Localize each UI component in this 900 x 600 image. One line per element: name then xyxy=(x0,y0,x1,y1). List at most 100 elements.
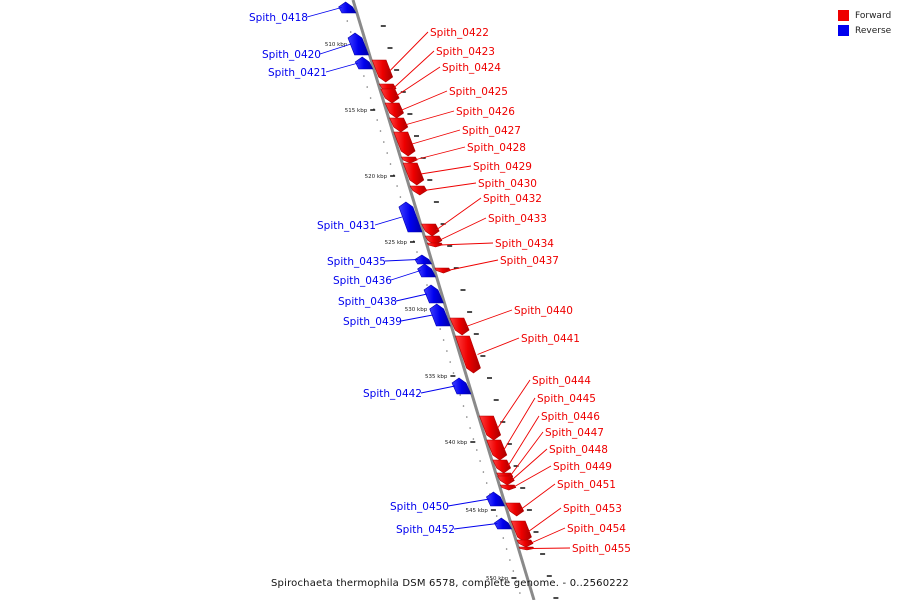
guide-dot xyxy=(519,592,521,594)
gene-label-spith-0446[interactable]: Spith_0446 xyxy=(541,411,600,423)
gene-label-spith-0447[interactable]: Spith_0447 xyxy=(545,427,604,439)
gene-label-spith-0421[interactable]: Spith_0421 xyxy=(268,67,327,79)
gene-label-spith-0422[interactable]: Spith_0422 xyxy=(430,27,489,39)
gene-block-spith-0454[interactable] xyxy=(516,539,534,548)
gene-block-spith-0431[interactable] xyxy=(398,201,423,233)
gene-block-spith-0450[interactable] xyxy=(486,491,506,507)
gene-label-spith-0432[interactable]: Spith_0432 xyxy=(483,193,542,205)
guide-dot xyxy=(485,482,488,484)
forward-swatch xyxy=(838,10,849,21)
gene-label-spith-0448[interactable]: Spith_0448 xyxy=(549,444,608,456)
gene-label-spith-0452[interactable]: Spith_0452 xyxy=(396,524,455,536)
gene-block-spith-0428[interactable] xyxy=(400,156,418,164)
gene-label-spith-0435[interactable]: Spith_0435 xyxy=(327,256,386,268)
guide-dot xyxy=(439,328,442,330)
gene-label-spith-0445[interactable]: Spith_0445 xyxy=(537,393,596,405)
gene-block-spith-0437[interactable] xyxy=(434,267,451,274)
guide-dot xyxy=(399,196,402,198)
gene-label-spith-0439[interactable]: Spith_0439 xyxy=(343,316,402,328)
gene-block-spith-0449[interactable] xyxy=(499,484,517,491)
gene-block-spith-0418[interactable] xyxy=(338,1,357,14)
gene-block-spith-0439[interactable] xyxy=(429,303,451,327)
gene-label-spith-0433[interactable]: Spith_0433 xyxy=(488,213,547,225)
gene-block-spith-0453[interactable] xyxy=(510,520,532,543)
gene-block-spith-0445[interactable] xyxy=(486,439,508,461)
gene-block-spith-0446[interactable] xyxy=(492,459,512,474)
leader-line xyxy=(453,523,498,530)
gene-label-spith-0449[interactable]: Spith_0449 xyxy=(553,461,612,473)
gene-label-spith-0455[interactable]: Spith_0455 xyxy=(572,543,631,555)
gene-label-spith-0454[interactable]: Spith_0454 xyxy=(567,523,626,535)
gene-label-spith-0423[interactable]: Spith_0423 xyxy=(436,46,495,58)
leader-line xyxy=(374,216,403,226)
kbp-tick-label: 515 kbp xyxy=(345,108,368,114)
leader-line xyxy=(520,483,556,510)
gene-label-spith-0441[interactable]: Spith_0441 xyxy=(521,333,580,345)
leader-line xyxy=(420,385,456,394)
gene-block-spith-0455[interactable] xyxy=(518,546,535,551)
gene-label-spith-0418[interactable]: Spith_0418 xyxy=(249,12,308,24)
guide-dot xyxy=(363,75,365,77)
gene-label-spith-0428[interactable]: Spith_0428 xyxy=(467,142,526,154)
leader-line xyxy=(507,415,540,467)
reverse-swatch xyxy=(838,25,849,36)
leader-line xyxy=(511,448,548,481)
gene-label-spith-0436[interactable]: Spith_0436 xyxy=(333,275,392,287)
gene-label-spith-0431[interactable]: Spith_0431 xyxy=(317,220,376,232)
guide-dot xyxy=(376,119,379,121)
gene-block-spith-0438[interactable] xyxy=(423,284,444,304)
gene-label-spith-0453[interactable]: Spith_0453 xyxy=(563,503,622,515)
leader-line xyxy=(395,293,428,302)
leader-line xyxy=(392,50,435,89)
gene-block-spith-0426[interactable] xyxy=(389,117,409,133)
legend-reverse-label: Reverse xyxy=(855,25,892,36)
gene-label-spith-0429[interactable]: Spith_0429 xyxy=(473,161,532,173)
gene-block-spith-0452[interactable] xyxy=(493,517,513,530)
gene-block-spith-0442[interactable] xyxy=(451,377,472,395)
gene-block-spith-0420[interactable] xyxy=(347,32,370,56)
genome-backbone xyxy=(351,0,536,600)
gene-labels: Spith_0418 Spith_0420 Spith_0421 Spith_0422… xyxy=(249,7,631,555)
kbp-tick-label: 520 kbp xyxy=(365,174,388,180)
gene-block-spith-0421[interactable] xyxy=(354,56,374,70)
gene-label-spith-0427[interactable]: Spith_0427 xyxy=(462,125,521,137)
gene-block-spith-0427[interactable] xyxy=(393,131,416,157)
gene-block-spith-0451[interactable] xyxy=(505,502,525,517)
gene-block-spith-0430[interactable] xyxy=(409,185,428,196)
guide-dot xyxy=(495,515,498,517)
leader-line xyxy=(306,7,342,18)
genome-caption: Spirochaeta thermophila DSM 6578, comple… xyxy=(271,578,629,589)
gene-label-spith-0444[interactable]: Spith_0444 xyxy=(532,375,591,387)
gene-block-spith-0444[interactable] xyxy=(479,415,502,441)
guide-dot xyxy=(416,251,418,253)
gene-label-spith-0434[interactable]: Spith_0434 xyxy=(495,238,554,250)
leader-line xyxy=(400,314,433,322)
gene-label-spith-0420[interactable]: Spith_0420 xyxy=(262,49,321,61)
gene-label-spith-0425[interactable]: Spith_0425 xyxy=(449,86,508,98)
gene-label-spith-0426[interactable]: Spith_0426 xyxy=(456,106,515,118)
gene-label-spith-0424[interactable]: Spith_0424 xyxy=(442,62,501,74)
leader-line xyxy=(465,309,513,327)
gene-block-spith-0440[interactable] xyxy=(449,317,470,336)
gene-block-spith-0432[interactable] xyxy=(421,223,440,237)
gene-block-spith-0441[interactable] xyxy=(454,335,481,374)
gene-block-spith-0434[interactable] xyxy=(426,242,443,248)
gene-label-spith-0438[interactable]: Spith_0438 xyxy=(338,296,397,308)
gene-label-spith-0442[interactable]: Spith_0442 xyxy=(363,388,422,400)
gene-label-spith-0450[interactable]: Spith_0450 xyxy=(390,501,449,513)
gene-block-spith-0425[interactable] xyxy=(384,102,404,119)
gene-label-spith-0437[interactable]: Spith_0437 xyxy=(500,255,559,267)
gene-block-spith-0436[interactable] xyxy=(417,263,437,278)
gene-label-spith-0430[interactable]: Spith_0430 xyxy=(478,178,537,190)
leader-line xyxy=(503,397,536,451)
gene-block-spith-0448[interactable] xyxy=(497,475,515,486)
guide-dot xyxy=(476,449,478,451)
gene-label-spith-0440[interactable]: Spith_0440 xyxy=(514,305,573,317)
leader-line xyxy=(530,547,571,549)
gene-block-spith-0424[interactable] xyxy=(380,88,400,104)
gene-block-spith-0422[interactable] xyxy=(371,59,394,83)
gene-block-spith-0429[interactable] xyxy=(402,162,425,186)
gene-label-spith-0451[interactable]: Spith_0451 xyxy=(557,479,616,491)
gene-track xyxy=(338,1,535,551)
